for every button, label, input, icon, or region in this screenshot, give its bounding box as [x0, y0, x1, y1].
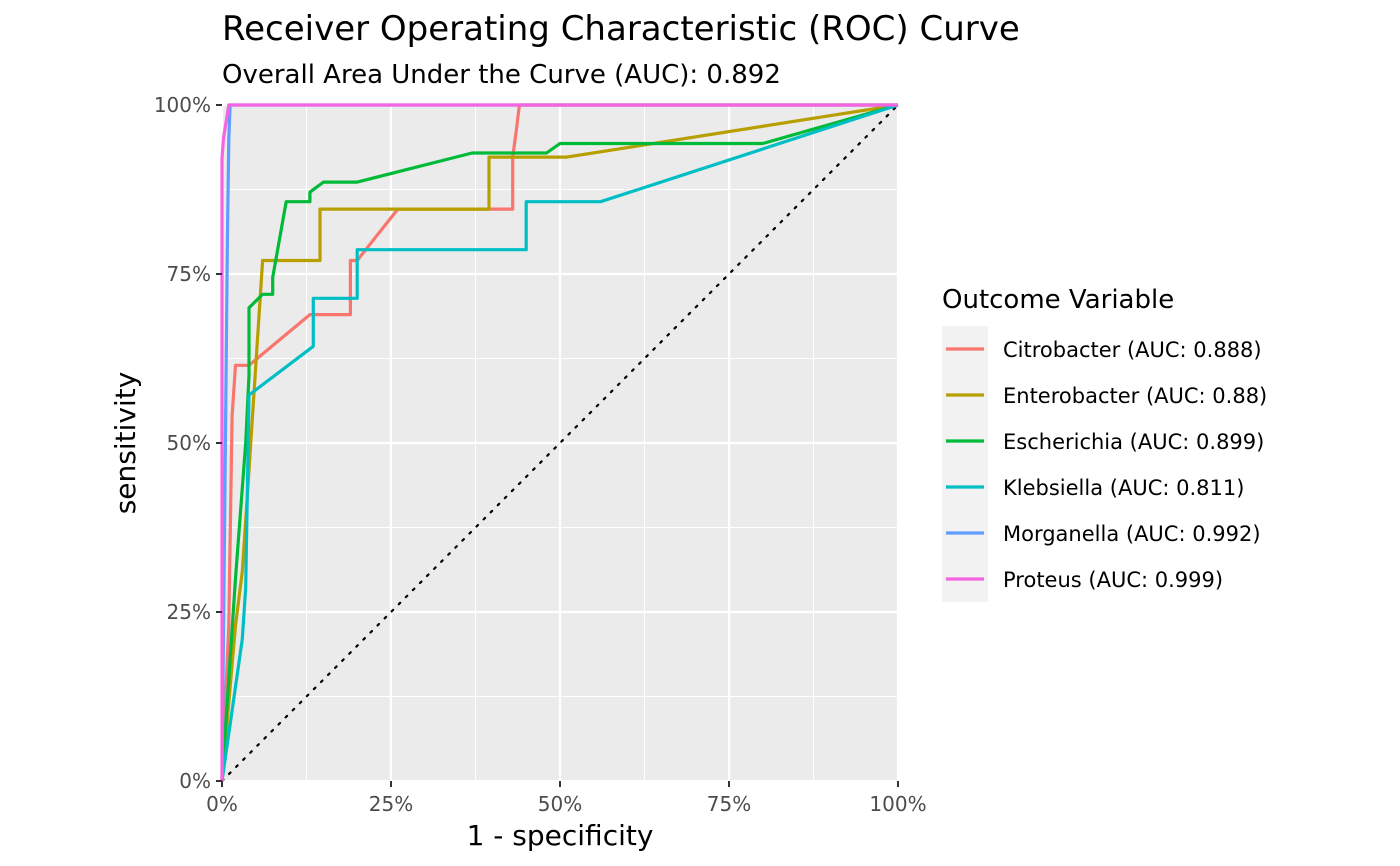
x-tick-label-2: 50% [538, 792, 582, 816]
series-line-proteus [220, 103, 898, 781]
series-lines [220, 103, 899, 782]
series-line-klebsiella [220, 103, 899, 782]
chart-title: Receiver Operating Characteristic (ROC) … [222, 9, 1020, 49]
series-line-enterobacter [220, 103, 899, 782]
legend-key-background [942, 326, 988, 602]
y-axis-ticks: 0% 25% 50% 75% 100% [154, 93, 222, 793]
legend-title: Outcome Variable [942, 285, 1174, 315]
x-tick-label-3: 75% [707, 792, 751, 816]
legend-label-enterobacter: Enterobacter (AUC: 0.88) [1003, 384, 1267, 408]
legend-items: Citrobacter (AUC: 0.888) Enterobacter (AU… [946, 338, 1267, 592]
legend-label-morganella: Morganella (AUC: 0.992) [1003, 522, 1261, 546]
y-tick-label-1: 25% [167, 600, 211, 624]
y-tick-label-4: 100% [154, 93, 211, 117]
x-tick-label-1: 25% [369, 792, 413, 816]
reference-diagonal [220, 103, 900, 783]
series-line-escherichia [220, 103, 899, 782]
legend-label-escherichia: Escherichia (AUC: 0.899) [1003, 430, 1264, 454]
x-tick-label-4: 100% [869, 792, 926, 816]
x-axis-title: 1 - specificity [467, 819, 654, 852]
legend: Outcome Variable Citrobacter (AUC: 0.888… [942, 285, 1267, 602]
chart-subtitle: Overall Area Under the Curve (AUC): 0.89… [222, 60, 781, 90]
x-tick-label-0: 0% [206, 792, 238, 816]
legend-label-klebsiella: Klebsiella (AUC: 0.811) [1003, 476, 1244, 500]
legend-label-citrobacter: Citrobacter (AUC: 0.888) [1003, 338, 1262, 362]
x-axis-ticks: 0% 25% 50% 75% 100% [206, 781, 927, 816]
y-axis-title: sensitivity [109, 372, 142, 515]
y-tick-label-2: 50% [167, 431, 211, 455]
legend-label-proteus: Proteus (AUC: 0.999) [1003, 568, 1223, 592]
y-tick-label-3: 75% [167, 262, 211, 286]
y-tick-label-0: 0% [179, 769, 211, 793]
series-line-citrobacter [220, 103, 898, 782]
